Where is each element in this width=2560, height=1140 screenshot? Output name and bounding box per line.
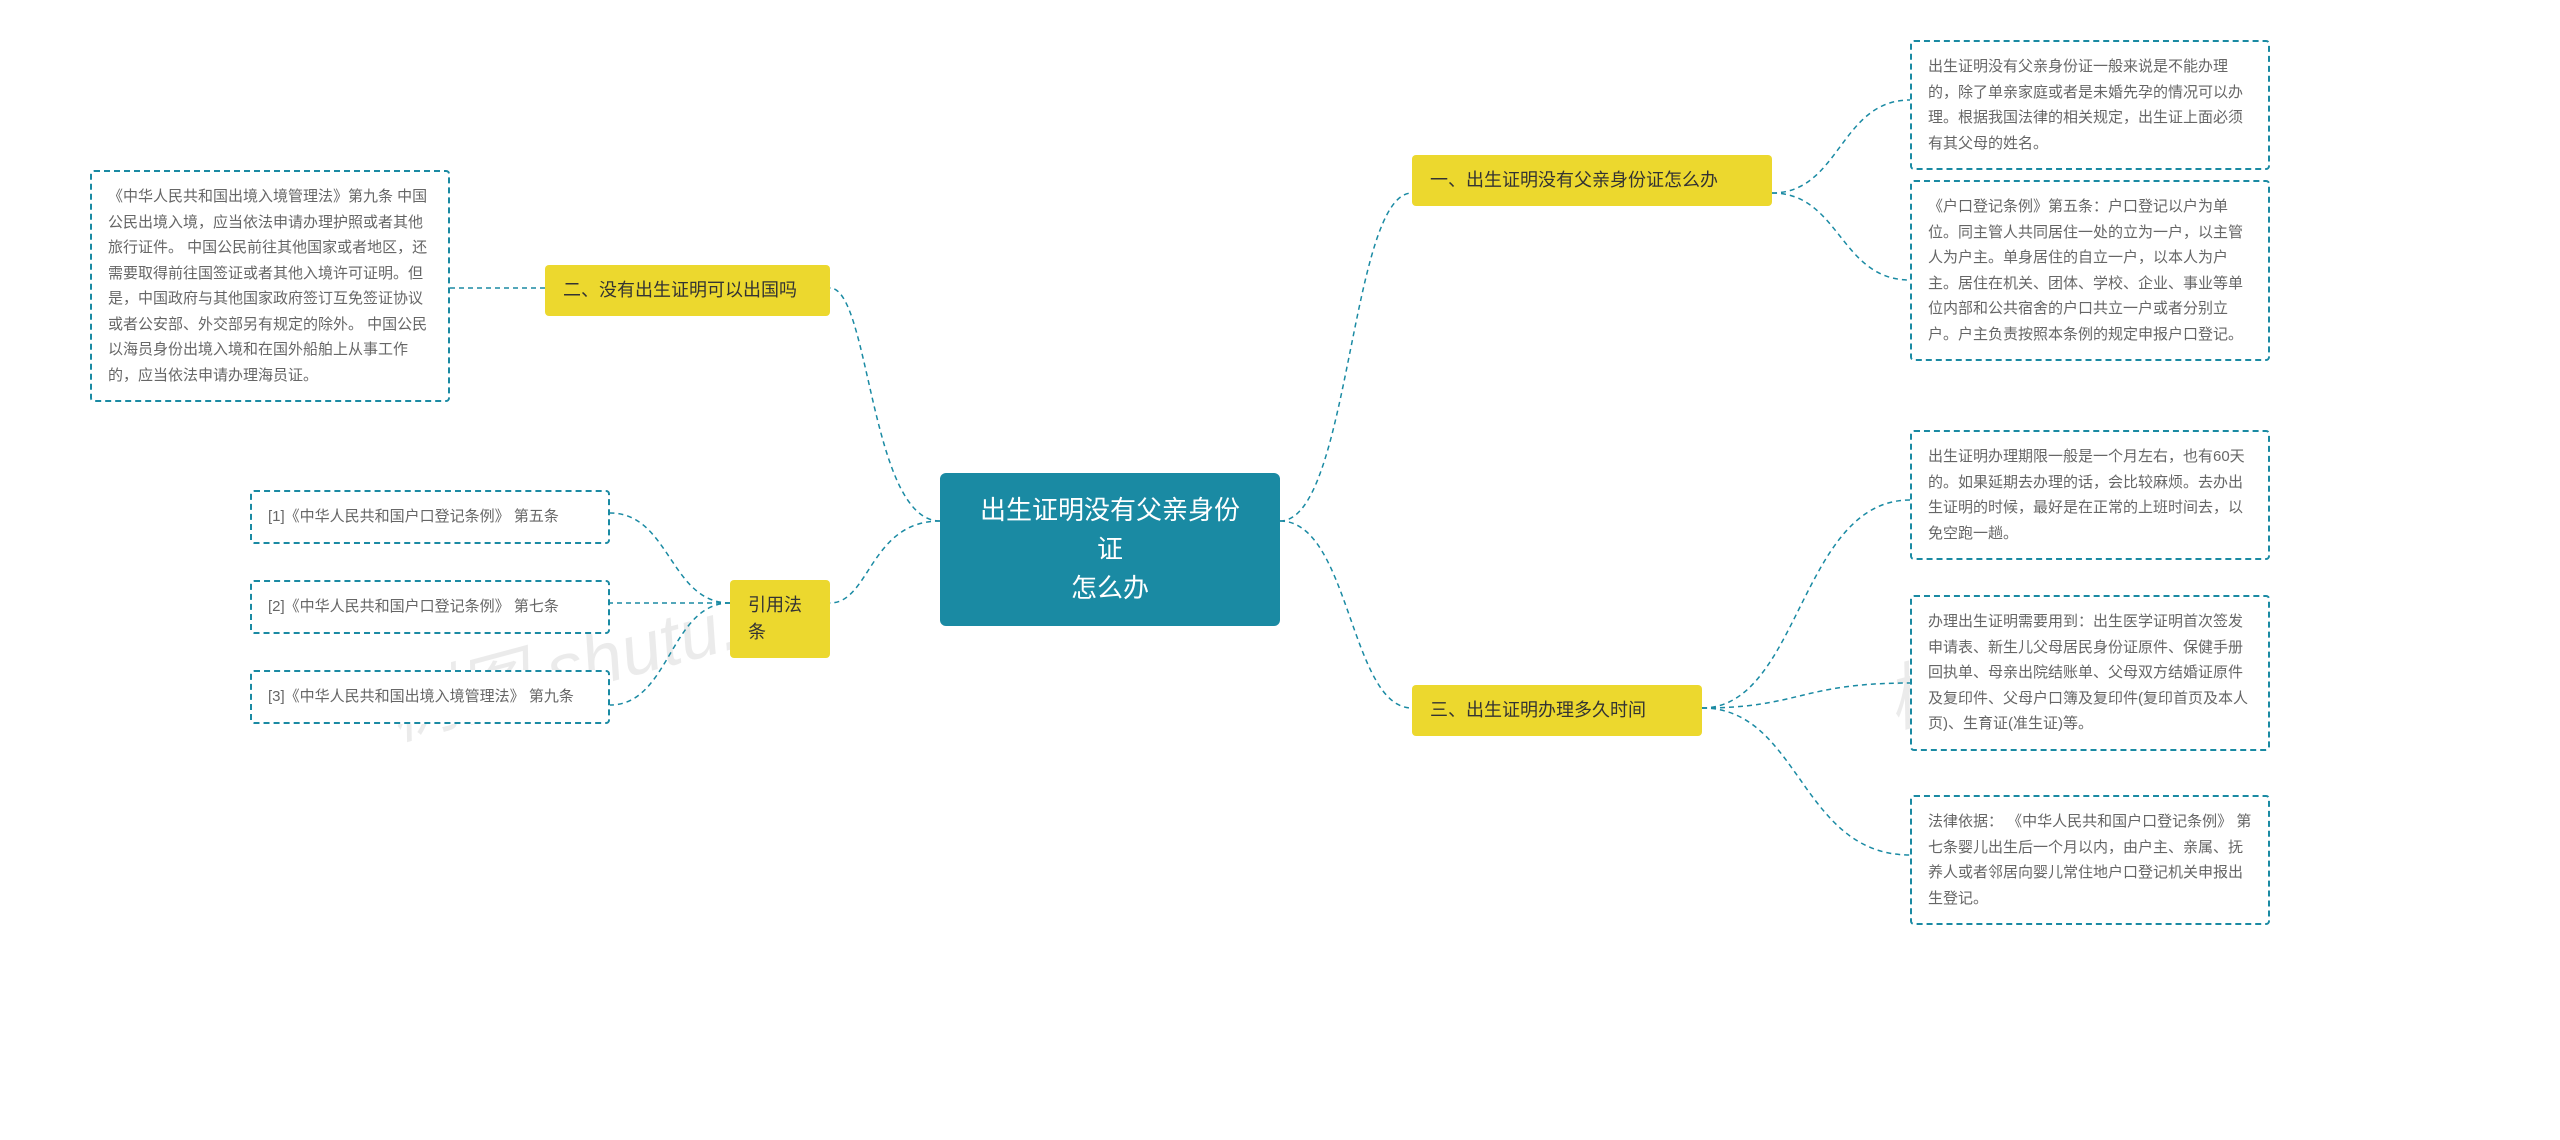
branch-1[interactable]: 一、出生证明没有父亲身份证怎么办 — [1412, 155, 1772, 206]
branch-3-leaf-3: 法律依据： 《中华人民共和国户口登记条例》 第七条婴儿出生后一个月以内，由户主、… — [1910, 795, 2270, 925]
branch-4[interactable]: 引用法条 — [730, 580, 830, 658]
branch-3-leaf-2: 办理出生证明需要用到：出生医学证明首次签发申请表、新生儿父母居民身份证原件、保健… — [1910, 595, 2270, 751]
branch-1-leaf-1: 出生证明没有父亲身份证一般来说是不能办理的，除了单亲家庭或者是未婚先孕的情况可以… — [1910, 40, 2270, 170]
root-line2: 怎么办 — [1071, 573, 1149, 603]
branch-4-leaf-2: [2]《中华人民共和国户口登记条例》 第七条 — [250, 580, 610, 634]
branch-3[interactable]: 三、出生证明办理多久时间 — [1412, 685, 1702, 736]
branch-2-leaf-1: 《中华人民共和国出境入境管理法》第九条 中国公民出境入境，应当依法申请办理护照或… — [90, 170, 450, 402]
root-line1: 出生证明没有父亲身份证 — [980, 495, 1240, 564]
branch-2[interactable]: 二、没有出生证明可以出国吗 — [545, 265, 830, 316]
root-node[interactable]: 出生证明没有父亲身份证 怎么办 — [940, 473, 1280, 626]
branch-4-leaf-3: [3]《中华人民共和国出境入境管理法》 第九条 — [250, 670, 610, 724]
branch-4-leaf-1: [1]《中华人民共和国户口登记条例》 第五条 — [250, 490, 610, 544]
branch-1-leaf-2: 《户口登记条例》第五条：户口登记以户为单位。同主管人共同居住一处的立为一户，以主… — [1910, 180, 2270, 361]
branch-3-leaf-1: 出生证明办理期限一般是一个月左右，也有60天的。如果延期去办理的话，会比较麻烦。… — [1910, 430, 2270, 560]
